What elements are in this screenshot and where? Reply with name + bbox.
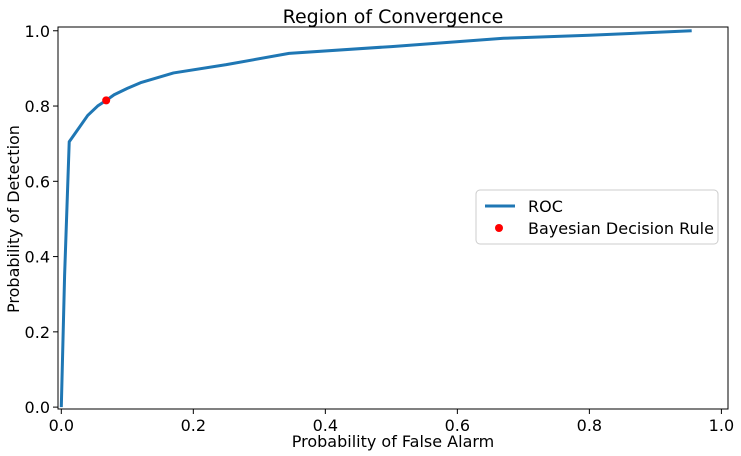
x-tick-label: 0.6: [445, 416, 470, 435]
legend-box: [475, 189, 719, 245]
y-tick-label: 1.0: [25, 22, 50, 41]
y-axis-label: Probability of Detection: [4, 125, 23, 313]
x-tick-label: 0.8: [577, 416, 602, 435]
roc-curve-line: [59, 29, 692, 408]
chart-title: Region of Convergence: [283, 6, 504, 28]
legend-roc-label: ROC: [528, 197, 563, 216]
axis-ticks: 0.0 0.2 0.4 0.6 0.8 1.0 0.0 0.2 0.4 0.6 0.8 1.0: [25, 22, 735, 435]
plot-area: [59, 29, 692, 408]
bayesian-decision-point: [102, 96, 111, 105]
y-tick-label: 0.8: [25, 97, 50, 116]
plot-frame: [57, 26, 729, 410]
x-tick-label: 0.0: [49, 416, 74, 435]
legend-bayes-swatch: [495, 224, 503, 232]
legend: ROC Bayesian Decision Rule: [475, 189, 719, 245]
y-tick-label: 0.6: [25, 172, 50, 191]
x-tick-label: 0.4: [313, 416, 338, 435]
legend-bayes-label: Bayesian Decision Rule: [528, 219, 714, 238]
x-tick-label: 1.0: [709, 416, 734, 435]
x-axis-label: Probability of False Alarm: [292, 432, 495, 451]
x-tick-label: 0.2: [181, 416, 206, 435]
y-tick-label: 0.0: [25, 398, 50, 417]
y-tick-label: 0.4: [25, 248, 50, 267]
y-tick-label: 0.2: [25, 323, 50, 342]
